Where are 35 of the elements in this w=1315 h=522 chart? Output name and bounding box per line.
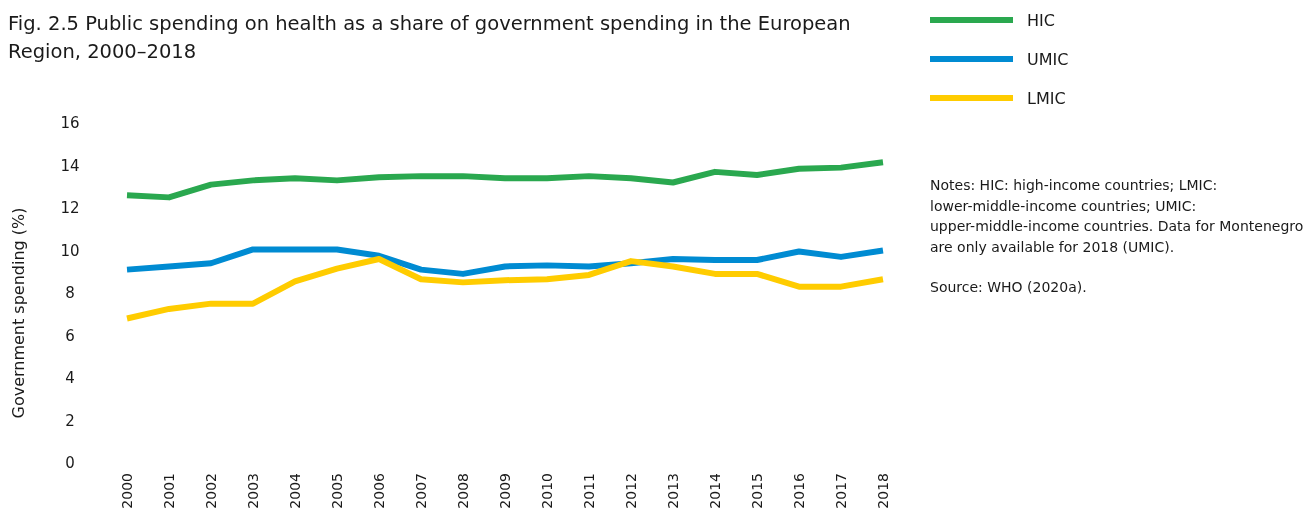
x-tick-label: 2005 [329, 473, 346, 509]
x-tick-label: 2002 [203, 473, 220, 509]
y-tick-label: 10 [60, 241, 80, 260]
text: UMIC [1027, 49, 1069, 69]
text: Notes: HIC: high-income countries; LMIC: lower-middle-income countries; UMIC: upper-middle-income countries. Data for Montenegro are only available for 2018 (UMIC). [930, 177, 1304, 255]
text: HIC [1027, 10, 1055, 30]
y-tick-label: 12 [60, 199, 80, 218]
x-tick-label: 2017 [833, 473, 850, 509]
y-tick-label: 2 [65, 411, 75, 430]
x-tick-label: 2014 [707, 472, 724, 509]
y-tick-label: 16 [60, 114, 80, 133]
y-tick-label: 0 [65, 454, 75, 473]
text: LMIC [1027, 88, 1066, 108]
x-tick-label: 2010 [539, 473, 556, 509]
x-tick-label: 2007 [413, 473, 430, 509]
x-tick-label: 2000 [119, 473, 136, 509]
x-tick-label: 2011 [581, 473, 598, 509]
x-tick-label: 2003 [245, 473, 262, 509]
x-tick-label: 2012 [623, 473, 640, 509]
x-tick-label: 2015 [749, 473, 766, 509]
x-tick-label: 2006 [371, 472, 388, 509]
x-tick-label: 2009 [497, 473, 514, 509]
x-tick-label: 2001 [161, 473, 178, 509]
y-tick-label: 8 [65, 284, 75, 303]
x-tick-label: 2004 [287, 472, 304, 509]
x-tick-label: 2018 [875, 473, 892, 509]
x-tick-label: 2016 [791, 472, 808, 509]
y-tick-label: 14 [60, 156, 80, 175]
x-tick-label: 2008 [455, 473, 472, 509]
y-axis-title: Government spending (%) [9, 207, 28, 419]
x-tick-label: 2013 [665, 473, 682, 509]
source-note: Source: WHO (2020a). [930, 279, 1087, 295]
y-tick-label: 6 [65, 326, 75, 345]
y-tick-label: 4 [65, 369, 75, 388]
chart-title: Fig. 2.5 Public spending on health as a share of government spending in the European Region, 2000–2018 [8, 12, 851, 63]
